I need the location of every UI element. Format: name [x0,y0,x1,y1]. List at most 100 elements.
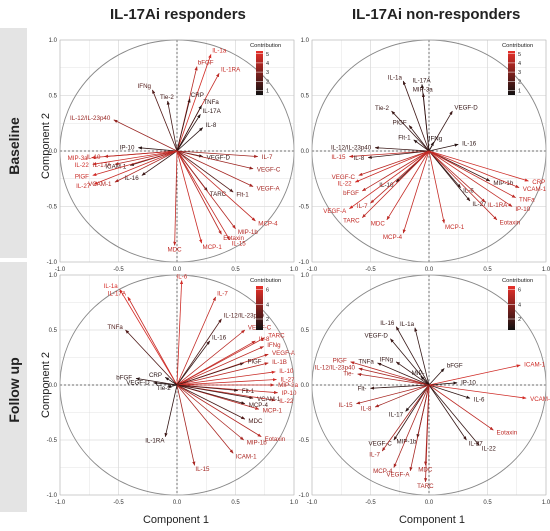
loading-arrow [176,384,196,466]
loading-arrow [176,150,254,170]
loading-arrow [354,150,430,183]
loading-arrow [414,327,430,386]
loading-arrow [408,125,430,152]
arrow-label: IFNg [138,83,152,90]
arrow-label: TNFa [358,358,374,365]
arrow-label: VCAM-1 [88,181,112,188]
loading-arrow [176,384,254,400]
loading-arrow [176,384,244,441]
arrow-label: Tie-2 [375,105,389,112]
y-tick-label: 0.5 [49,328,58,334]
loading-arrow [176,340,211,386]
arrow-label: PlGF [393,119,407,126]
loading-arrow [176,384,246,420]
legend-colorbar [256,51,263,95]
y-tick-label: 1.0 [49,273,58,279]
panel-border [311,274,547,496]
legend-tick-label: 3 [518,70,521,76]
y-tick-label: -0.5 [47,438,58,444]
loading-arrow [377,362,430,386]
loading-arrow [428,150,486,203]
legend-tick-label: 2 [266,317,269,323]
legend-title: Contribution [502,43,533,49]
loading-arrow [413,139,430,152]
legend-tick-label: 2 [518,317,521,323]
arrow-label: MIP-3a [278,382,299,389]
loading-arrow [428,143,459,152]
x-tick-label: 0.0 [173,267,182,273]
loading-arrow [176,150,230,241]
arrow-label: IL-15 [338,402,353,409]
loading-arrow [137,146,178,152]
loading-arrow [349,150,430,210]
x-axis-label-left: Component 1 [142,514,210,526]
arrow-label: MCP-1 [203,244,223,251]
loading-arrow [428,384,527,400]
loading-arrow [395,361,430,386]
x-tick-label: 1.0 [542,500,550,506]
arrow-label: VEGF-C [368,440,392,447]
arrow-label: VEGF-D [126,379,150,386]
y-tick-label: -1.0 [47,260,58,266]
arrow-label: IL-16 [462,140,477,147]
arrow-label: TARC [268,333,285,340]
loading-arrow [93,150,178,185]
panel-1: -1.0 -0.5 0.0 0.5 1.0 -1.0 -0.5 0.0 0.5 1.0 IL-1a b… [47,38,299,273]
loading-arrow [135,377,178,386]
loading-arrow [164,384,178,438]
loading-arrow [114,150,178,166]
arrow-label: MIP- [412,370,425,377]
arrow-label: IFNg [380,357,394,364]
loading-arrow [176,362,245,386]
y-tick-label: -0.5 [299,438,310,444]
arrow-label: IL-15 [195,466,210,473]
arrow-label: IL-12/IL-23p40 [315,365,356,372]
x-tick-label: -1.0 [307,500,318,506]
loading-arrow [428,150,471,202]
arrow-label: IL-17A [412,77,431,84]
arrow-label: VEGF-D [365,333,389,340]
loading-arrow [428,150,498,221]
arrow-label: IL-17A [202,108,221,115]
arrow-label: MIP-1b [397,439,418,446]
y-tick-label: 1.0 [301,273,310,279]
arrow-label: MIP-1b [493,180,514,187]
arrow-label: CRP [191,92,204,99]
loading-arrow [173,150,178,246]
panel-2: -1.0 -0.5 0.0 0.5 1.0 -1.0 -0.5 0.0 0.5 1.0 IL-1a I… [299,38,550,273]
panel-3: -1.0 -0.5 0.0 0.5 1.0-1.0-0.50.00.51.0IL-1aI… [47,273,299,506]
arrow-label: IL-8 [361,406,372,413]
x-tick-label: -1.0 [307,267,318,273]
row-band-follow-up [0,262,27,512]
arrow-label: VCAM-1 [257,396,281,403]
legend-colorbar [508,51,515,95]
x-tick-label: 1.0 [542,267,550,273]
loading-arrow [428,150,491,182]
arrow-label: MCP-4 [383,234,403,241]
arrow-label: VEGF-D [207,154,231,161]
x-tick-label: -0.5 [365,267,376,273]
arrow-label: Eotaxin [497,429,518,436]
loading-arrow [428,150,446,224]
arrow-label: bFGF [198,60,214,67]
legend-tick-label: 6 [266,288,269,294]
loading-arrow [141,150,178,176]
loading-arrow [176,384,262,438]
panel-border [311,39,547,263]
arrow-label: MIP-1b [247,440,268,447]
arrow-label: IL-22 [75,162,90,169]
arrow-label: TNFa [107,324,123,331]
arrow-label: IFNg [429,136,443,143]
loading-arrow [395,326,430,386]
arrow-label: IFNg [267,342,281,349]
arrow-label: IL-16 [125,175,140,182]
arrow-label: PlGF [247,359,261,366]
arrow-label: IL-1RA [488,202,508,209]
loading-arrow [176,150,222,235]
x-tick-label: -0.5 [113,500,124,506]
arrow-label: IL-17 [389,411,404,418]
x-tick-label: 1.0 [290,500,299,506]
x-tick-label: -0.5 [113,267,124,273]
